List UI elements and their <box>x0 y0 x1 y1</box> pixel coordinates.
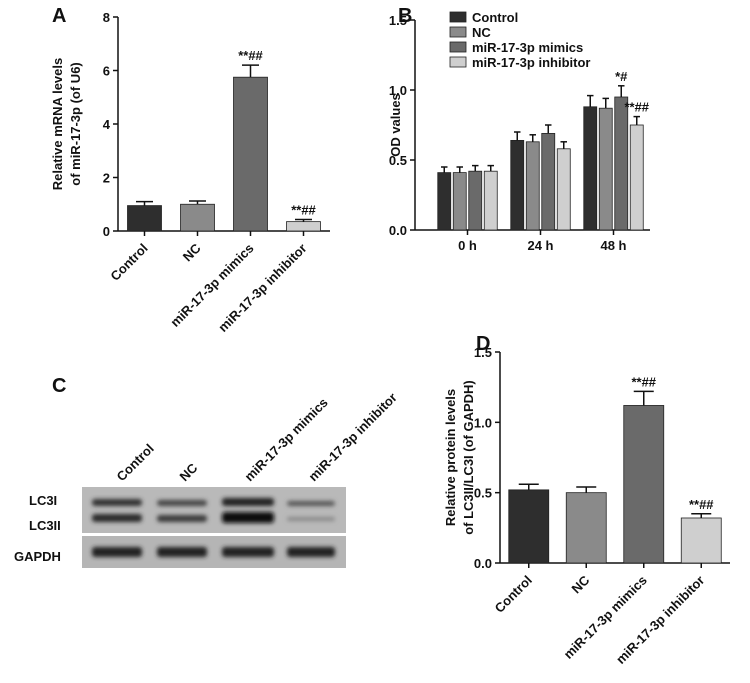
bar <box>598 107 613 231</box>
significance-label: **## <box>631 374 656 389</box>
significance-label: **## <box>624 100 649 115</box>
legend-label: Control <box>472 10 518 25</box>
x-tick-label: miR-17-3p inhibitor <box>215 241 309 335</box>
bar <box>541 132 556 231</box>
bar <box>556 148 571 231</box>
y-axis-label: Relative protein levels <box>443 389 458 526</box>
y-tick-label: 0.5 <box>389 153 407 168</box>
y-axis-label: of miR-17-3p (of U6) <box>68 62 83 186</box>
legend-swatch <box>449 56 467 68</box>
bar <box>452 172 467 231</box>
y-tick-label: 0.5 <box>474 486 492 501</box>
panel-letter: C <box>52 375 66 397</box>
bar <box>614 96 629 231</box>
legend-label: miR-17-3p mimics <box>472 40 583 55</box>
y-tick-label: 4 <box>103 117 111 132</box>
bar <box>565 492 607 564</box>
x-tick-label: Control <box>107 241 150 284</box>
y-tick-label: 1.0 <box>389 83 407 98</box>
y-axis-label: OD values <box>388 93 403 157</box>
legend-swatch <box>449 26 467 38</box>
y-tick-label: 1.5 <box>474 345 492 360</box>
y-tick-label: 1.5 <box>389 13 407 28</box>
bar <box>180 203 215 232</box>
significance-label: **## <box>238 48 263 63</box>
x-tick-label: NC <box>568 572 592 596</box>
blot-row-label: LC3II <box>29 518 61 533</box>
y-tick-label: 0 <box>103 224 110 239</box>
panel-letter: A <box>52 5 66 27</box>
blot-row-label: LC3I <box>29 493 57 508</box>
bar <box>233 76 268 232</box>
y-tick-label: 2 <box>103 171 110 186</box>
x-tick-label: 0 h <box>458 238 477 253</box>
significance-label: **## <box>291 202 316 217</box>
legend-swatch <box>449 11 467 23</box>
bar <box>583 106 598 231</box>
bar <box>468 170 483 231</box>
y-tick-label: 0.0 <box>474 556 492 571</box>
bar <box>483 170 498 231</box>
y-tick-label: 1.0 <box>474 415 492 430</box>
panel-letter: D <box>476 333 490 355</box>
bar <box>680 517 722 564</box>
blot-membrane <box>82 487 346 533</box>
bar <box>629 124 644 231</box>
bar <box>286 221 321 232</box>
legend-swatch <box>449 41 467 53</box>
bar <box>127 205 162 232</box>
legend-label: miR-17-3p inhibitor <box>472 55 590 70</box>
significance-label: *# <box>615 69 628 84</box>
blot-column-label: Control <box>114 441 157 484</box>
y-tick-label: 0.0 <box>389 223 407 238</box>
x-tick-label: 48 h <box>600 238 626 253</box>
x-tick-label: 24 h <box>527 238 553 253</box>
panel-letter: B <box>398 5 412 27</box>
y-axis-label: of LC3II/LC3I (of GAPDH) <box>461 380 476 535</box>
legend-label: NC <box>472 25 491 40</box>
x-tick-label: NC <box>180 240 204 264</box>
y-tick-label: 8 <box>103 10 110 25</box>
bar <box>525 141 540 231</box>
blot-column-label: NC <box>177 460 201 484</box>
blot-panel: C LC3I LC3II GAPDH Control NC miR-17-3p … <box>14 375 400 568</box>
x-tick-label: Control <box>492 573 535 616</box>
y-tick-label: 6 <box>103 64 110 79</box>
blot-row-label: GAPDH <box>14 549 61 564</box>
bar <box>623 405 665 564</box>
bar <box>437 172 452 231</box>
significance-label: **## <box>689 497 714 512</box>
bar <box>510 139 525 231</box>
y-axis-label: Relative mRNA levels <box>50 58 65 190</box>
blot-bands <box>92 498 335 557</box>
bar <box>508 489 550 564</box>
